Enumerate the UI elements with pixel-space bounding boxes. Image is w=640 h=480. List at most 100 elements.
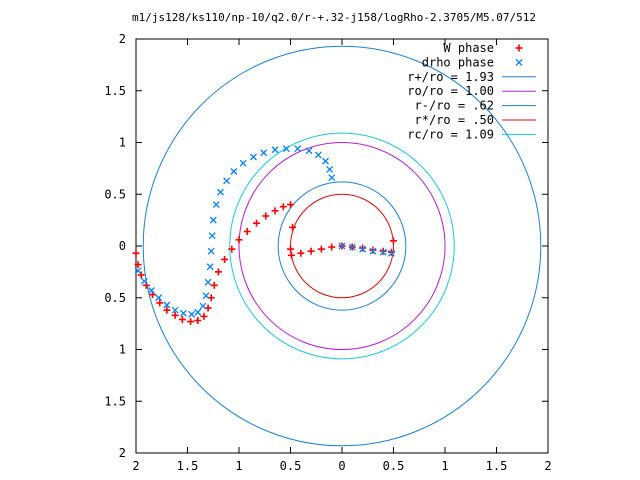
drho-phase-point <box>188 310 196 318</box>
y-tick-label: 1.5 <box>104 84 126 98</box>
w-phase-point <box>390 237 397 245</box>
drho-phase-point <box>338 242 346 250</box>
drho-phase-point <box>163 301 171 309</box>
legend-label: rc/ro = 1.09 <box>407 127 494 141</box>
drho-phase-point <box>305 147 313 155</box>
drho-phase-point <box>239 159 247 167</box>
x-tick-label: 1.5 <box>486 459 508 473</box>
drho-phase-point <box>140 277 148 285</box>
drho-phase-point <box>179 309 187 317</box>
drho-phase-point <box>155 294 163 302</box>
drho-phase-point <box>249 153 257 161</box>
drho-phase-point <box>212 201 220 209</box>
w-phase-point <box>187 318 195 326</box>
reference-circle <box>238 142 446 350</box>
drho-phase-point <box>209 216 217 224</box>
drho-phase-point <box>206 263 214 271</box>
reference-circle <box>277 181 407 311</box>
legend-label: ro/ro = 1.00 <box>407 84 494 98</box>
w-phase-point <box>194 317 202 325</box>
drho-phase-point <box>387 249 395 257</box>
x-tick-label: 0.5 <box>280 459 302 473</box>
reference-circle <box>229 132 455 360</box>
w-phase-point <box>156 299 164 307</box>
drho-phase-point <box>328 174 336 182</box>
drho-phase-point <box>322 157 329 165</box>
w-phase-point <box>137 271 145 279</box>
w-phase-point <box>515 44 523 52</box>
drho-phase-point <box>282 145 290 153</box>
w-phase-point <box>287 201 294 209</box>
w-phase-point <box>178 315 186 323</box>
drho-phase-point <box>314 151 322 159</box>
x-tick-label: 0 <box>338 459 345 473</box>
w-phase-point <box>387 248 395 256</box>
legend-label: r+/ro = 1.93 <box>407 70 494 84</box>
w-phase-point <box>200 312 208 320</box>
drho-phase-point <box>171 306 179 314</box>
w-phase-point <box>262 212 270 220</box>
drho-phase-point <box>271 146 279 154</box>
w-phase-point <box>134 261 142 269</box>
y-tick-label: 0.5 <box>104 291 126 305</box>
drho-phase-point <box>326 165 334 173</box>
w-phase-point <box>228 245 236 253</box>
drho-phase-point <box>230 168 238 175</box>
drho-phase-point <box>348 243 356 251</box>
w-phase-point <box>359 244 367 252</box>
w-phase-point <box>214 268 222 276</box>
w-phase-point <box>163 306 171 314</box>
legend-label: drho phase <box>422 55 494 69</box>
w-phase-point <box>369 246 377 254</box>
w-phase-point <box>253 219 261 227</box>
x-tick-label: 0.5 <box>383 459 405 473</box>
w-phase-point <box>171 311 179 319</box>
y-tick-label: 0.5 <box>104 187 126 201</box>
y-tick-label: 1 <box>119 136 126 150</box>
chart-title: m1/js128/ks110/np-10/q2.0/r-+.32-j158/lo… <box>132 11 536 24</box>
x-tick-label: 2 <box>544 459 551 473</box>
x-tick-label: 2 <box>132 459 139 473</box>
drho-phase-point <box>207 247 215 255</box>
w-phase-point <box>379 247 387 255</box>
w-phase-point <box>317 245 325 253</box>
w-phase-point <box>279 203 287 211</box>
phase-markers <box>132 145 397 326</box>
legend-label: W phase <box>443 41 494 55</box>
w-phase-point <box>328 243 336 251</box>
w-phase-point <box>132 249 140 257</box>
drho-phase-point <box>208 232 216 240</box>
drho-phase-point <box>134 267 142 275</box>
legend-label: r-/ro = .62 <box>415 99 494 113</box>
w-phase-point <box>235 236 243 244</box>
reference-circles <box>142 45 542 447</box>
drho-phase-point <box>147 287 155 294</box>
drho-phase-point <box>369 247 377 255</box>
drho-phase-point <box>260 149 268 157</box>
x-tick-label: 1 <box>441 459 448 473</box>
drho-phase-point <box>194 308 202 316</box>
w-phase-point <box>221 255 229 263</box>
w-phase-point <box>210 281 218 289</box>
drho-phase-point <box>204 278 212 286</box>
w-phase-point <box>307 247 315 255</box>
drho-phase-point <box>217 188 224 196</box>
drho-phase-point <box>359 245 367 253</box>
y-tick-label: 1.5 <box>104 394 126 408</box>
w-phase-point <box>297 249 305 257</box>
reference-circle <box>142 45 542 447</box>
drho-phase-point <box>199 302 207 310</box>
legend-label: r*/ro = .50 <box>415 113 494 127</box>
w-phase-point <box>243 228 251 236</box>
x-tick-label: 1 <box>235 459 242 473</box>
w-phase-point <box>288 251 296 259</box>
drho-phase-point <box>223 177 231 185</box>
x-tick-label: 1.5 <box>177 459 199 473</box>
drho-phase-point <box>515 58 523 66</box>
drho-phase-point <box>379 248 387 256</box>
w-phase-point <box>271 207 279 215</box>
